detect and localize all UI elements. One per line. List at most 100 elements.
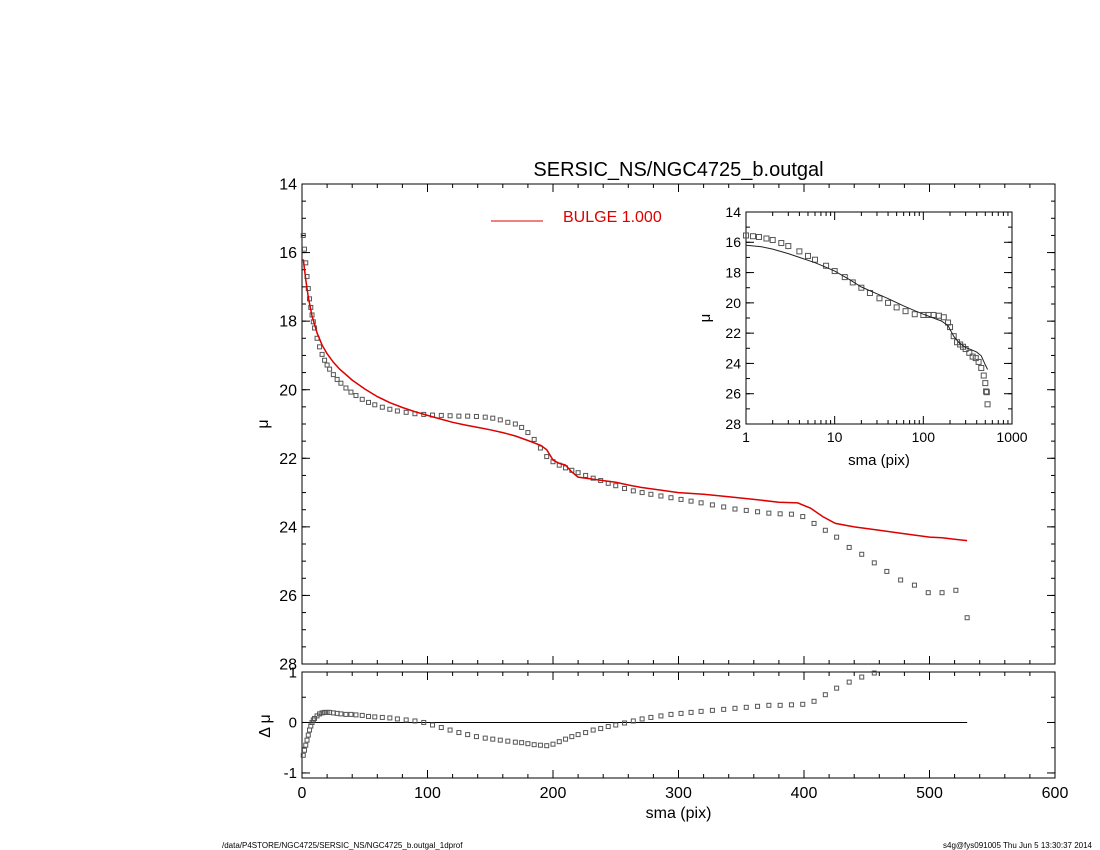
inset-y-tick-label: 26 [725,386,741,402]
main-data-point [531,436,537,442]
main-data-point [338,380,344,386]
main-data-point [800,514,806,520]
residual-data-point [563,736,569,742]
main-data-point [622,485,628,491]
residual-data-point [324,709,330,715]
residual-data-point [871,670,877,676]
residual-y-axis-label: Δ μ [257,714,274,737]
inset-x-tick-label: 100 [912,429,936,445]
inset-data-point [940,314,947,321]
main-y-tick-label: 24 [279,519,297,536]
inset-data-point [969,353,976,360]
main-data-point [630,488,636,494]
main-y-tick-label: 28 [279,657,297,674]
main-data-point [330,372,336,378]
residual-data-point [537,742,543,748]
residual-data-point [648,714,654,720]
residual-data-point [303,742,309,748]
main-bulge-model-line [302,259,968,542]
residual-data-point [811,698,817,704]
residual-plot-frame [301,671,1056,779]
main-data-point [898,577,904,583]
residual-data-point [678,710,684,716]
inset-data-point [778,240,785,247]
residual-data-point [575,732,581,738]
residual-data-point [846,679,852,685]
main-data-point [583,472,589,478]
residual-data-point [312,715,318,721]
main-data-point [403,409,409,415]
main-data-point [834,534,840,540]
main-data-point [519,424,525,430]
main-data-point [300,232,306,238]
residual-data-point [490,736,496,742]
inset-data-point [911,311,918,318]
inset-y-ticks [746,211,1012,425]
residual-data-point [304,737,310,743]
inset-data-point [983,389,990,396]
main-data-point [884,568,890,574]
residual-data-point [859,674,865,680]
inset-data-point [982,380,989,387]
main-data-point [447,413,453,419]
residual-x-tick-label: 100 [414,785,441,802]
main-data-point [497,417,503,423]
main-title: SERSIC_NS/NGC4725_b.outgal [533,159,823,181]
residual-data-point [456,730,462,736]
inset-data-point [785,243,792,250]
main-data-point [348,389,354,395]
inset-data-point [804,252,811,259]
inset-data-point [950,333,957,340]
residual-data-point [379,714,385,720]
inset-data-point [966,349,973,356]
main-data-point [811,520,817,526]
residual-data-point [766,702,772,708]
main-data-point [456,413,462,419]
residual-data-point [343,711,349,717]
inset-data-point [796,248,803,255]
inset-x-tick-label: 1000 [996,429,1027,445]
main-data-point [688,498,694,504]
main-data-point [964,615,970,621]
residual-data-point [658,713,664,719]
residual-data-point [348,711,354,717]
inset-data-point [841,274,848,281]
inset-y-tick-label: 14 [725,204,741,220]
residual-x-tick-label: 500 [916,785,943,802]
residual-data-point [387,715,393,721]
main-data-point [648,491,654,497]
residual-data-point [319,710,325,716]
residual-data-point [590,727,596,733]
residual-data-point [394,716,400,722]
inset-data-point [876,295,883,302]
main-data-point [575,470,581,476]
main-data-point [366,399,372,405]
main-data-point [482,414,488,420]
inset-x-tick-label: 1 [742,429,750,445]
main-data-point [305,286,311,292]
main-data-point [678,496,684,502]
residual-data-point [531,742,537,748]
main-data-point [327,366,333,372]
residual-data-point [755,703,761,709]
inset-y-tick-label: 18 [725,264,741,280]
main-data-point [911,582,917,588]
main-data-point [732,506,738,512]
residual-data-point [721,706,727,712]
main-y-tick-label: 14 [279,177,297,194]
main-data-point [302,246,308,252]
residual-x-tick-label: 600 [1042,785,1069,802]
inset-data-point [763,235,770,242]
main-data-point [590,475,596,481]
inset-data-point [769,237,776,244]
residual-x-tick-label: 0 [298,785,307,802]
residual-data-point [800,701,806,707]
inset-y-tick-label: 16 [725,234,741,250]
residual-x-tick-label: 300 [665,785,692,802]
residual-data-point [307,727,313,733]
residual-data-point [512,739,518,745]
residual-data-point [353,712,359,718]
main-data-point [544,454,550,460]
residual-data-point [688,709,694,715]
